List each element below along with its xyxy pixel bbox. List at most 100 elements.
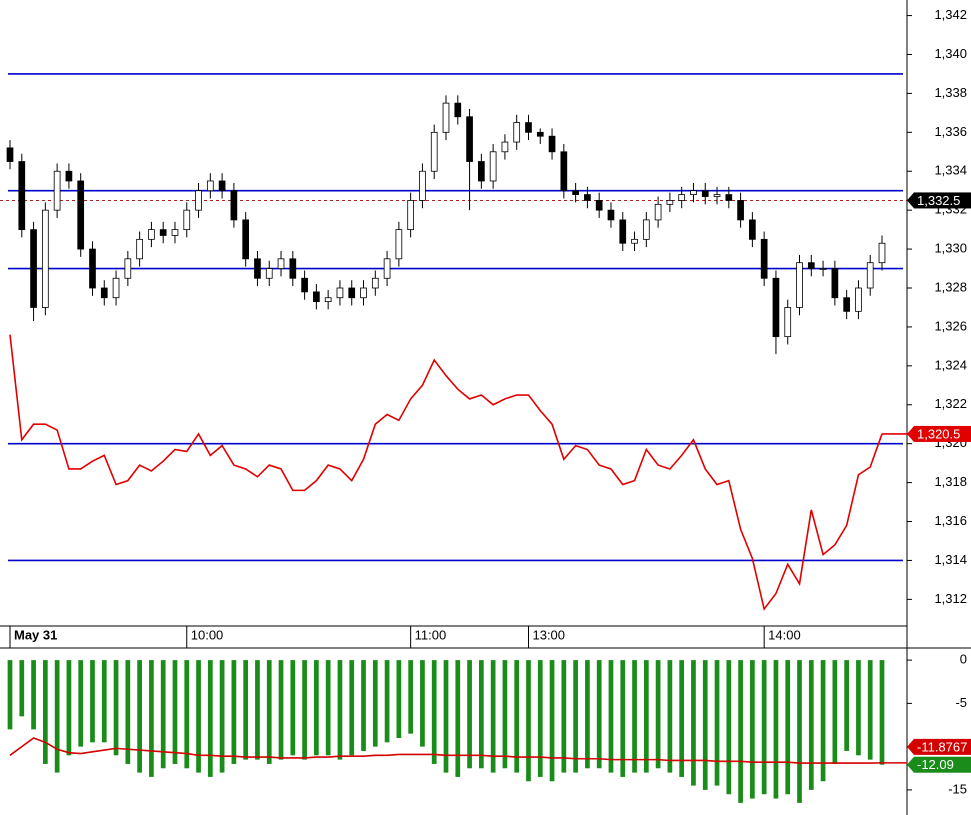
histogram-bar [7, 660, 13, 730]
x-tick-label: 11:00 [415, 627, 447, 642]
histogram-bar [290, 660, 296, 756]
histogram-bar [856, 660, 861, 756]
candle-body [678, 194, 686, 201]
histogram-bar [632, 660, 637, 773]
histogram-bar [773, 660, 779, 799]
candle-body [631, 238, 638, 244]
signal-line [9, 737, 883, 764]
histogram-bar [42, 660, 48, 764]
histogram-bar [372, 660, 378, 747]
histogram-bar [266, 660, 272, 764]
y-tick-label: 1,312 [934, 591, 967, 606]
overlay-last-label: 1,320.5 [917, 426, 960, 441]
reference-label-box [914, 192, 971, 209]
histogram-bar [443, 660, 449, 773]
x-tick-label: 10:00 [191, 627, 224, 642]
histogram-bar [172, 660, 178, 764]
candle-body [195, 190, 202, 211]
candle-body [843, 297, 850, 312]
histogram-bar [101, 660, 107, 743]
x-tick-label: 14:00 [768, 627, 801, 642]
histogram-bar [514, 660, 520, 773]
histogram-bar [526, 660, 531, 782]
candle-body [595, 200, 603, 211]
candle-body [42, 209, 49, 308]
histogram-bar [207, 660, 213, 777]
candle-body [819, 268, 827, 270]
histogram-bar [54, 660, 60, 773]
y-tick-label: 1,340 [934, 46, 967, 61]
candle-body [18, 161, 26, 231]
candle-body [642, 219, 650, 240]
histogram-bar [278, 660, 284, 760]
histogram-last-label: -12.09 [917, 757, 954, 772]
signal-last-label-box [914, 738, 971, 755]
candle-body [89, 248, 96, 289]
histogram-bar [90, 660, 95, 743]
histogram-bar [549, 660, 555, 782]
y-tick-label: 1,314 [934, 552, 967, 567]
histogram-bar [832, 660, 838, 764]
histogram-bar [478, 660, 484, 769]
candle-body [666, 200, 674, 205]
candle-body [466, 116, 473, 162]
candle-body [348, 287, 356, 299]
candle-body [360, 287, 367, 299]
histogram-bar [467, 660, 472, 769]
x-tick-label: 13:00 [532, 627, 565, 642]
candle-body [737, 200, 744, 221]
candle-body [53, 170, 61, 211]
histogram-bar [608, 660, 614, 773]
candle-body [607, 209, 615, 221]
histogram-bar [585, 660, 590, 769]
histogram-bar [431, 660, 437, 764]
y-tick-label: 1,338 [934, 85, 967, 100]
candle-body [654, 203, 662, 221]
candle-body [560, 151, 568, 192]
histogram-bar [702, 660, 708, 790]
y-tick-label: 1,342 [934, 7, 967, 22]
histogram-last-label-box [914, 756, 971, 773]
candle-body [713, 194, 721, 197]
y-tick-label: 0 [960, 652, 967, 667]
histogram-last-label-arrow [907, 756, 914, 773]
candle-body [395, 229, 403, 260]
histogram-bar [78, 660, 84, 747]
candle-body [878, 242, 886, 264]
y-tick-label: 1,318 [934, 474, 967, 489]
candle-body [419, 170, 426, 201]
histogram-bar [184, 660, 190, 769]
histogram-bar [679, 660, 685, 777]
histogram-bar [455, 660, 461, 777]
candle-body [701, 190, 709, 197]
candle-body [383, 258, 391, 279]
candle-body [807, 262, 815, 269]
candle-body [206, 180, 214, 192]
candle-body [112, 277, 120, 299]
candle-body [501, 141, 509, 153]
histogram-bar [502, 660, 508, 769]
candle-body [855, 287, 862, 312]
candle-body [336, 287, 344, 299]
histogram-bar [691, 660, 696, 786]
candle-body [30, 229, 37, 308]
candle-body [301, 277, 308, 293]
candle-body [430, 131, 438, 172]
candle-body [407, 200, 414, 231]
histogram-bar [302, 660, 307, 760]
candle-body [218, 180, 226, 192]
histogram-bar [149, 660, 154, 777]
histogram-bar [867, 660, 873, 760]
candle-body [159, 229, 167, 236]
y-tick-label: 1,336 [934, 124, 967, 139]
candle-body [478, 161, 485, 182]
candle-body [489, 151, 497, 182]
y-tick-label: -15 [948, 781, 967, 796]
candle-body [371, 277, 379, 289]
candle-body [183, 209, 191, 231]
histogram-bar [620, 660, 626, 777]
histogram-bar [255, 660, 260, 760]
histogram-bar [596, 660, 602, 769]
reference-label-arrow [907, 192, 914, 209]
